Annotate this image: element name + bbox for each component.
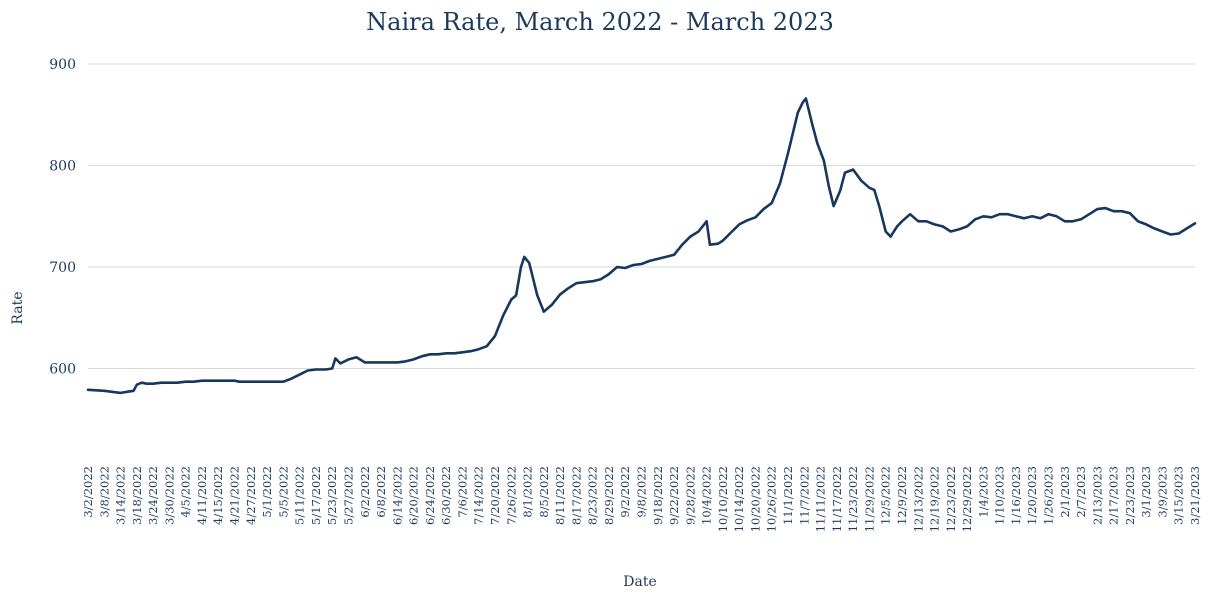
x-tick-label: 2/7/2023 (1074, 466, 1088, 518)
x-tick-label: 6/14/2022 (390, 466, 404, 525)
x-tick-label: 9/28/2022 (683, 466, 697, 525)
x-tick-label: 3/1/2023 (1139, 466, 1153, 518)
x-tick-label: 11/11/2022 (814, 466, 828, 532)
x-tick-label: 4/21/2022 (228, 466, 242, 525)
x-tick-label: 7/26/2022 (504, 466, 518, 525)
x-tick-label: 12/13/2022 (911, 466, 925, 532)
x-tick-label: 5/23/2022 (325, 466, 339, 525)
x-tick-label: 1/20/2023 (1025, 466, 1039, 525)
x-tick-label: 5/1/2022 (260, 466, 274, 518)
y-tick-label: 900 (49, 57, 76, 73)
x-tick-label: 12/29/2022 (960, 466, 974, 532)
x-tick-label: 12/5/2022 (879, 466, 893, 525)
x-tick-label: 2/1/2023 (1058, 466, 1072, 518)
y-tick-label: 800 (49, 159, 76, 175)
x-tick-label: 9/22/2022 (667, 466, 681, 525)
x-tick-label: 5/5/2022 (276, 466, 290, 518)
x-tick-label: 3/9/2023 (1155, 466, 1169, 518)
x-tick-label: 1/16/2023 (1009, 466, 1023, 525)
x-tick-label: 10/26/2022 (765, 466, 779, 532)
x-tick-label: 12/23/2022 (944, 466, 958, 532)
x-tick-label: 6/30/2022 (439, 466, 453, 525)
x-tick-label: 8/11/2022 (553, 466, 567, 525)
x-tick-label: 12/19/2022 (928, 466, 942, 532)
x-tick-label: 11/1/2022 (781, 466, 795, 525)
x-tick-label: 4/5/2022 (179, 466, 193, 518)
x-tick-label: 8/1/2022 (521, 466, 535, 518)
x-tick-label: 11/7/2022 (797, 466, 811, 525)
x-tick-label: 10/14/2022 (732, 466, 746, 532)
x-tick-label: 12/9/2022 (895, 466, 909, 525)
x-axis-label: Date (623, 574, 656, 590)
x-tick-label: 3/14/2022 (114, 466, 128, 525)
x-tick-label: 6/2/2022 (358, 466, 372, 518)
x-tick-label: 5/27/2022 (341, 466, 355, 525)
x-tick-label: 3/2/2022 (81, 466, 95, 518)
series-line (86, 97, 1197, 395)
x-tick-label: 4/15/2022 (211, 466, 225, 525)
x-tick-label: 9/8/2022 (635, 466, 649, 518)
x-tick-label: 11/23/2022 (846, 466, 860, 532)
x-tick-label: 11/17/2022 (830, 466, 844, 532)
x-tick-label: 10/10/2022 (716, 466, 730, 532)
x-tick-label: 6/20/2022 (407, 466, 421, 525)
x-tick-label: 2/13/2023 (1090, 466, 1104, 525)
x-tick-label: 7/14/2022 (472, 466, 486, 525)
x-tick-label: 1/10/2023 (993, 466, 1007, 525)
chart-title: Naira Rate, March 2022 - March 2023 (366, 8, 834, 36)
x-tick-label: 3/15/2023 (1172, 466, 1186, 525)
x-tick-label: 3/18/2022 (130, 466, 144, 525)
x-tick-label: 7/20/2022 (488, 466, 502, 525)
x-tick-label: 3/21/2023 (1188, 466, 1202, 525)
x-tick-label: 6/24/2022 (423, 466, 437, 525)
x-tick-label: 8/29/2022 (602, 466, 616, 525)
x-tick-label: 5/11/2022 (293, 466, 307, 525)
x-tick-label: 9/2/2022 (618, 466, 632, 518)
x-tick-label: 10/20/2022 (748, 466, 762, 532)
x-tick-label: 2/23/2023 (1123, 466, 1137, 525)
x-tick-label: 1/4/2023 (976, 466, 990, 518)
x-tick-label: 1/26/2023 (1041, 466, 1055, 525)
x-tick-label: 11/29/2022 (862, 466, 876, 532)
grid-lines (88, 63, 1195, 369)
y-tick-label: 700 (49, 260, 76, 276)
y-axis-ticks: 600 700 800 900 (49, 57, 76, 378)
x-tick-label: 7/6/2022 (455, 466, 469, 518)
x-axis-ticks: 3/2/2022 3/8/2022 3/14/2022 3/18/2022 3/24/2… (81, 466, 1202, 532)
y-tick-label: 600 (49, 362, 76, 378)
x-tick-label: 10/4/2022 (700, 466, 714, 525)
x-tick-label: 3/8/2022 (97, 466, 111, 518)
x-tick-label: 9/18/2022 (651, 466, 665, 525)
x-tick-label: 4/11/2022 (195, 466, 209, 525)
x-tick-label: 4/27/2022 (244, 466, 258, 525)
x-tick-label: 2/17/2023 (1107, 466, 1121, 525)
x-tick-label: 3/24/2022 (146, 466, 160, 525)
x-tick-label: 3/30/2022 (162, 466, 176, 525)
x-tick-label: 8/17/2022 (569, 466, 583, 525)
x-tick-label: 6/8/2022 (374, 466, 388, 518)
x-tick-label: 5/17/2022 (309, 466, 323, 525)
y-axis-label: Rate (10, 291, 26, 324)
x-tick-label: 8/5/2022 (537, 466, 551, 518)
x-tick-label: 8/23/2022 (586, 466, 600, 525)
